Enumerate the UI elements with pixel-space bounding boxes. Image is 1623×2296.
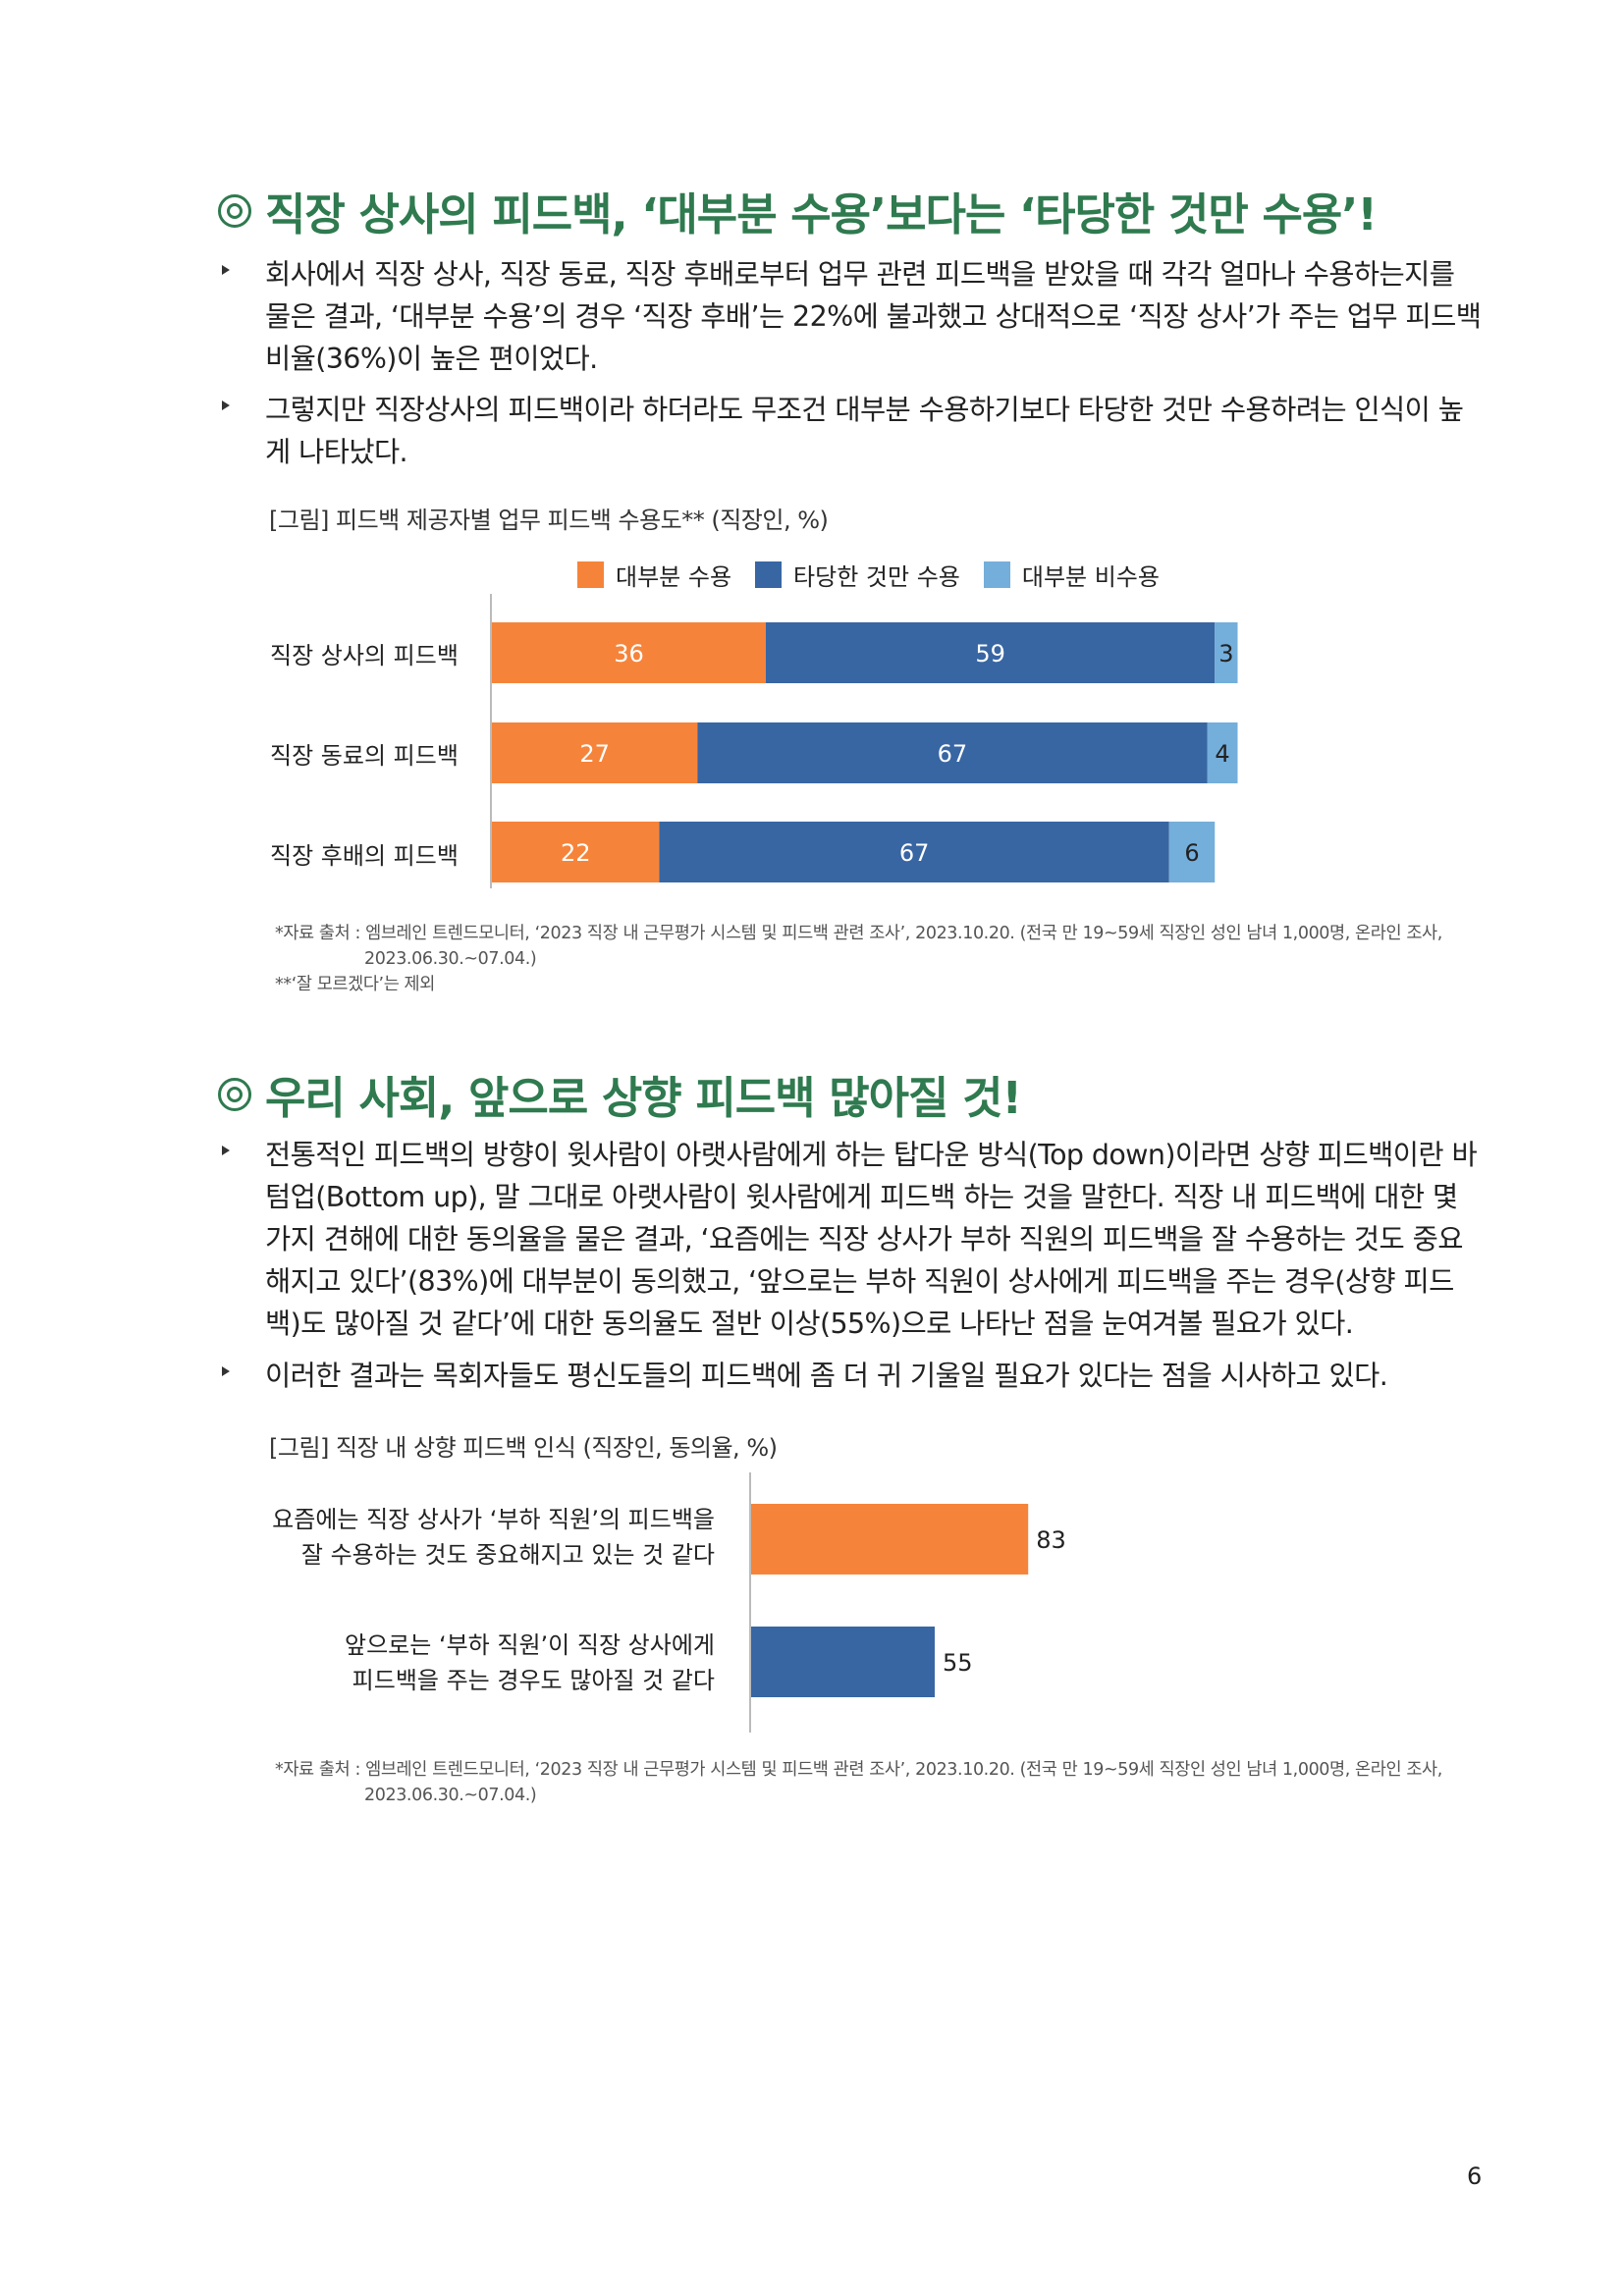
double-circle-icon xyxy=(218,193,251,228)
bar-value-label: 67 xyxy=(938,740,968,768)
bar-value-label: 3 xyxy=(1218,640,1233,667)
bullet-triangle-icon xyxy=(222,1146,230,1155)
bar-value-label: 36 xyxy=(614,640,644,667)
chart2-category-label: 앞으로는 ‘부하 직원’이 직장 상사에게 피드백을 주는 경우도 많아질 것 … xyxy=(345,1628,715,1698)
chart2-category-label: 요즘에는 직장 상사가 ‘부하 직원’의 피드백을 잘 수용하는 것도 중요해지… xyxy=(272,1502,715,1573)
paragraph-bullet: 회사에서 직장 상사, 직장 동료, 직장 후배로부터 업무 관련 피드백을 받… xyxy=(222,253,1486,380)
paragraph-bullet: 그렇지만 직장상사의 피드백이라 하더라도 무조건 대부분 수용하기보다 타당한… xyxy=(222,389,1486,473)
legend-label: 대부분 수용 xyxy=(616,563,732,591)
bar-segment xyxy=(1168,822,1216,882)
chart2-category-line: 앞으로는 ‘부하 직원’이 직장 상사에게 xyxy=(345,1631,715,1659)
chart1-category-label: 직장 후배의 피드백 xyxy=(270,842,459,870)
bar-segment xyxy=(766,622,1216,683)
source-note-2: *자료 출처 : 엠브레인 트렌드모니터, ‘2023 직장 내 근무평가 시스… xyxy=(275,1757,1512,1808)
bullet-triangle-icon xyxy=(222,400,230,410)
paragraph-text: 이러한 결과는 목회자들도 평신도들의 피드백에 좀 더 귀 기울일 필요가 있… xyxy=(265,1360,1388,1392)
legend-item: 대부분 수용 xyxy=(577,558,731,592)
legend-swatch xyxy=(983,561,1010,588)
bar-segment xyxy=(492,722,698,783)
chart2-category-line: 잘 수용하는 것도 중요해지고 있는 것 같다 xyxy=(300,1541,715,1569)
bar-value-label: 55 xyxy=(943,1649,973,1677)
bar-value-label: 27 xyxy=(579,740,610,768)
bar-value-label: 67 xyxy=(899,839,930,867)
paragraph-bullet: 이러한 결과는 목회자들도 평신도들의 피드백에 좀 더 귀 기울일 필요가 있… xyxy=(222,1355,1486,1397)
bar-segment xyxy=(1215,622,1238,683)
section-heading-2-text: 우리 사회, 앞으로 상향 피드백 많아질 것! xyxy=(265,1072,1022,1124)
chart2-category-line: 피드백을 주는 경우도 많아질 것 같다 xyxy=(352,1667,715,1694)
source-note-1: *자료 출처 : 엠브레인 트렌드모니터, ‘2023 직장 내 근무평가 시스… xyxy=(275,921,1512,972)
exclusion-note: **‘잘 모르겠다’는 제외 xyxy=(275,975,435,994)
bar-value-label: 83 xyxy=(1036,1526,1066,1554)
bar xyxy=(751,1627,935,1697)
chart2-category-line: 요즘에는 직장 상사가 ‘부하 직원’의 피드백을 xyxy=(272,1506,715,1533)
source-line: 2023.06.30.~07.04.) xyxy=(364,949,537,969)
bar-value-label: 4 xyxy=(1215,740,1229,768)
bar-segment xyxy=(659,822,1169,882)
section-heading-1-text: 직장 상사의 피드백, ‘대부분 수용’보다는 ‘타당한 것만 수용’! xyxy=(265,188,1378,240)
chart1-category-label: 직장 동료의 피드백 xyxy=(270,742,459,770)
bar xyxy=(751,1504,1029,1575)
figure-caption-2: [그림] 직장 내 상향 피드백 인식 (직장인, 동의율, %) xyxy=(269,1434,778,1462)
bar-segment xyxy=(697,722,1208,783)
bar-value-label: 59 xyxy=(975,640,1005,667)
paragraph-bullet: 전통적인 피드백의 방향이 윗사람이 아랫사람에게 하는 탑다운 방식(Top … xyxy=(222,1134,1486,1345)
legend-swatch xyxy=(577,561,604,588)
bullet-triangle-icon xyxy=(222,265,230,275)
source-line: *자료 출처 : 엠브레인 트렌드모니터, ‘2023 직장 내 근무평가 시스… xyxy=(275,1760,1442,1780)
paragraph-text: 전통적인 피드백의 방향이 윗사람이 아랫사람에게 하는 탑다운 방식(Top … xyxy=(265,1139,1478,1340)
page-number: 6 xyxy=(1467,2163,1483,2190)
bar-segment xyxy=(492,822,660,882)
stacked-bar-chart: 36 59 3 27 67 4 22 67 6 xyxy=(490,594,1238,888)
bar-segment xyxy=(1207,722,1238,783)
double-circle-icon xyxy=(218,1077,251,1111)
bar-chart: 83 55 xyxy=(749,1472,1066,1733)
legend-label: 대부분 비수용 xyxy=(1021,563,1160,591)
figure-caption-1: [그림] 피드백 제공자별 업무 피드백 수용도** (직장인, %) xyxy=(269,507,829,534)
bar-segment xyxy=(492,622,766,683)
legend-label: 타당한 것만 수용 xyxy=(793,563,960,591)
section-heading-1: 직장 상사의 피드백, ‘대부분 수용’보다는 ‘타당한 것만 수용’! xyxy=(218,179,1378,242)
paragraph-text: 회사에서 직장 상사, 직장 동료, 직장 후배로부터 업무 관련 피드백을 받… xyxy=(265,258,1482,375)
legend-item: 타당한 것만 수용 xyxy=(755,558,960,592)
bar-value-label: 6 xyxy=(1184,839,1199,867)
section-heading-2: 우리 사회, 앞으로 상향 피드백 많아질 것! xyxy=(218,1062,1022,1126)
legend-item: 대부분 비수용 xyxy=(983,558,1160,592)
bullet-triangle-icon xyxy=(222,1366,230,1376)
bar-value-label: 22 xyxy=(561,839,591,867)
source-line: *자료 출처 : 엠브레인 트렌드모니터, ‘2023 직장 내 근무평가 시스… xyxy=(275,924,1442,943)
source-line: 2023.06.30.~07.04.) xyxy=(364,1786,537,1805)
chart1-category-label: 직장 상사의 피드백 xyxy=(270,642,459,669)
chart1-legend: 대부분 수용 타당한 것만 수용 대부분 비수용 xyxy=(577,558,1183,592)
legend-swatch xyxy=(755,561,783,588)
paragraph-text: 그렇지만 직장상사의 피드백이라 하더라도 무조건 대부분 수용하기보다 타당한… xyxy=(265,394,1464,468)
